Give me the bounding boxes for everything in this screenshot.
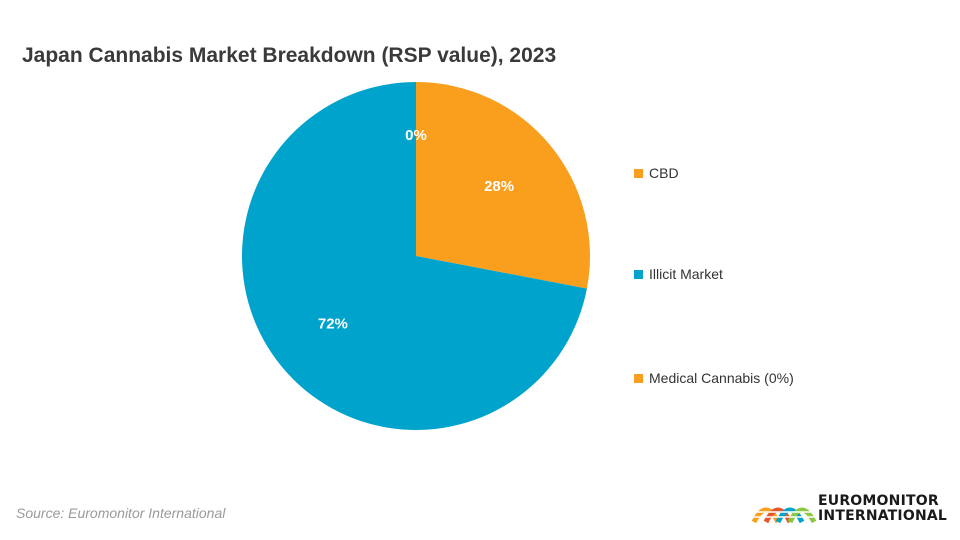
- legend-swatch-cbd: [634, 168, 643, 178]
- source-note: Source: Euromonitor International: [16, 505, 226, 521]
- legend-label-cbd: CBD: [649, 165, 679, 181]
- logo-arcs-icon: [751, 507, 817, 524]
- data-label-illicit-market: 72%: [318, 316, 348, 333]
- legend-label-illicit-market: Illicit Market: [649, 266, 723, 282]
- legend-item-illicit-market: Illicit Market: [634, 266, 723, 282]
- pie-slice-illicit-market: [241, 82, 587, 430]
- data-label-cbd: 28%: [484, 178, 514, 195]
- legend-item-medical-cannabis: Medical Cannabis (0%): [634, 370, 794, 386]
- logo-text-line2: INTERNATIONAL: [818, 508, 948, 524]
- pie-slice-cbd: [416, 82, 590, 289]
- legend-swatch-illicit-market: [634, 269, 643, 279]
- data-label-medical-cannabis: 0%: [405, 127, 427, 144]
- logo-text-line1: EUROMONITOR: [818, 493, 939, 509]
- legend-label-medical-cannabis: Medical Cannabis (0%): [649, 370, 794, 386]
- chart-title: Japan Cannabis Market Breakdown (RSP val…: [22, 44, 557, 67]
- legend-item-cbd: CBD: [634, 165, 679, 181]
- legend-swatch-medical-cannabis: [634, 373, 643, 383]
- euromonitor-logo: EUROMONITOR INTERNATIONAL: [751, 494, 947, 524]
